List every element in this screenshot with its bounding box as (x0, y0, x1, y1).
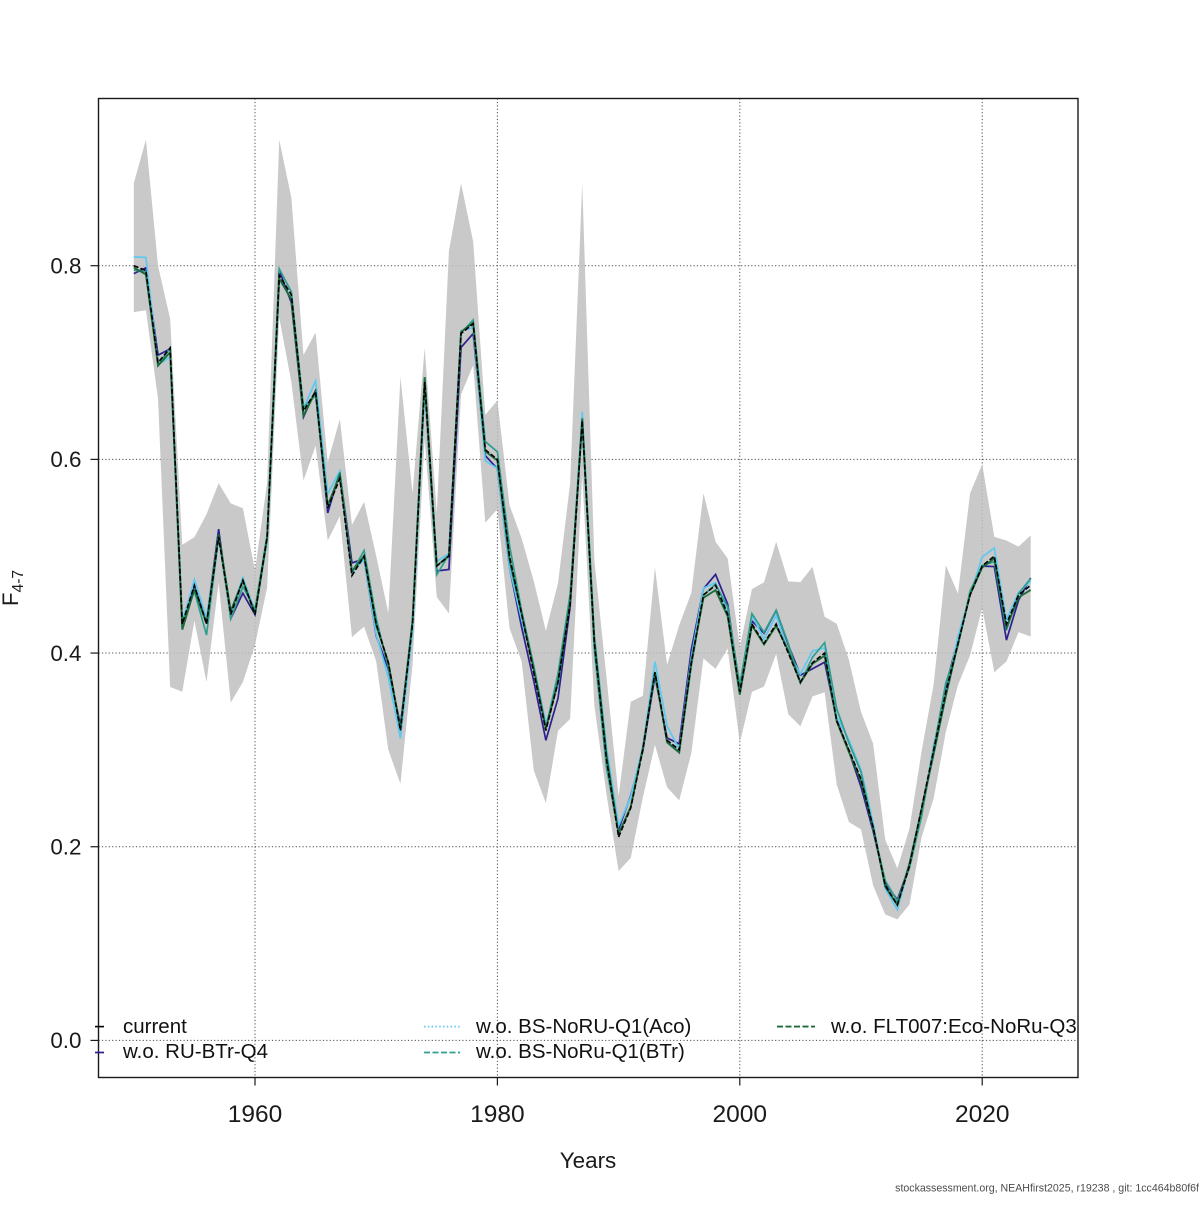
svg-text:2020: 2020 (955, 1101, 1010, 1128)
svg-text:1980: 1980 (470, 1101, 525, 1128)
svg-text:F4-7: F4-7 (0, 570, 27, 606)
svg-text:1960: 1960 (228, 1101, 283, 1128)
svg-text:0.0: 0.0 (50, 1028, 81, 1053)
svg-text:0.4: 0.4 (50, 641, 81, 666)
svg-text:0.8: 0.8 (50, 254, 81, 279)
svg-text:w.o. BS-NoRu-Q1(BTr): w.o. BS-NoRu-Q1(BTr) (475, 1040, 685, 1063)
svg-text:0.6: 0.6 (50, 447, 81, 472)
svg-text:w.o. RU-BTr-Q4: w.o. RU-BTr-Q4 (122, 1040, 268, 1063)
svg-text:0.2: 0.2 (50, 835, 81, 860)
svg-text:current: current (123, 1015, 187, 1038)
svg-text:stockassessment.org, NEAHfirst: stockassessment.org, NEAHfirst2025, r192… (895, 1183, 1199, 1195)
svg-text:w.o. BS-NoRU-Q1(Aco): w.o. BS-NoRU-Q1(Aco) (475, 1015, 691, 1038)
svg-text:w.o. FLT007:Eco-NoRu-Q3(: w.o. FLT007:Eco-NoRu-Q3( (830, 1015, 1084, 1038)
svg-text:Years: Years (560, 1148, 616, 1173)
svg-text:2000: 2000 (713, 1101, 768, 1128)
